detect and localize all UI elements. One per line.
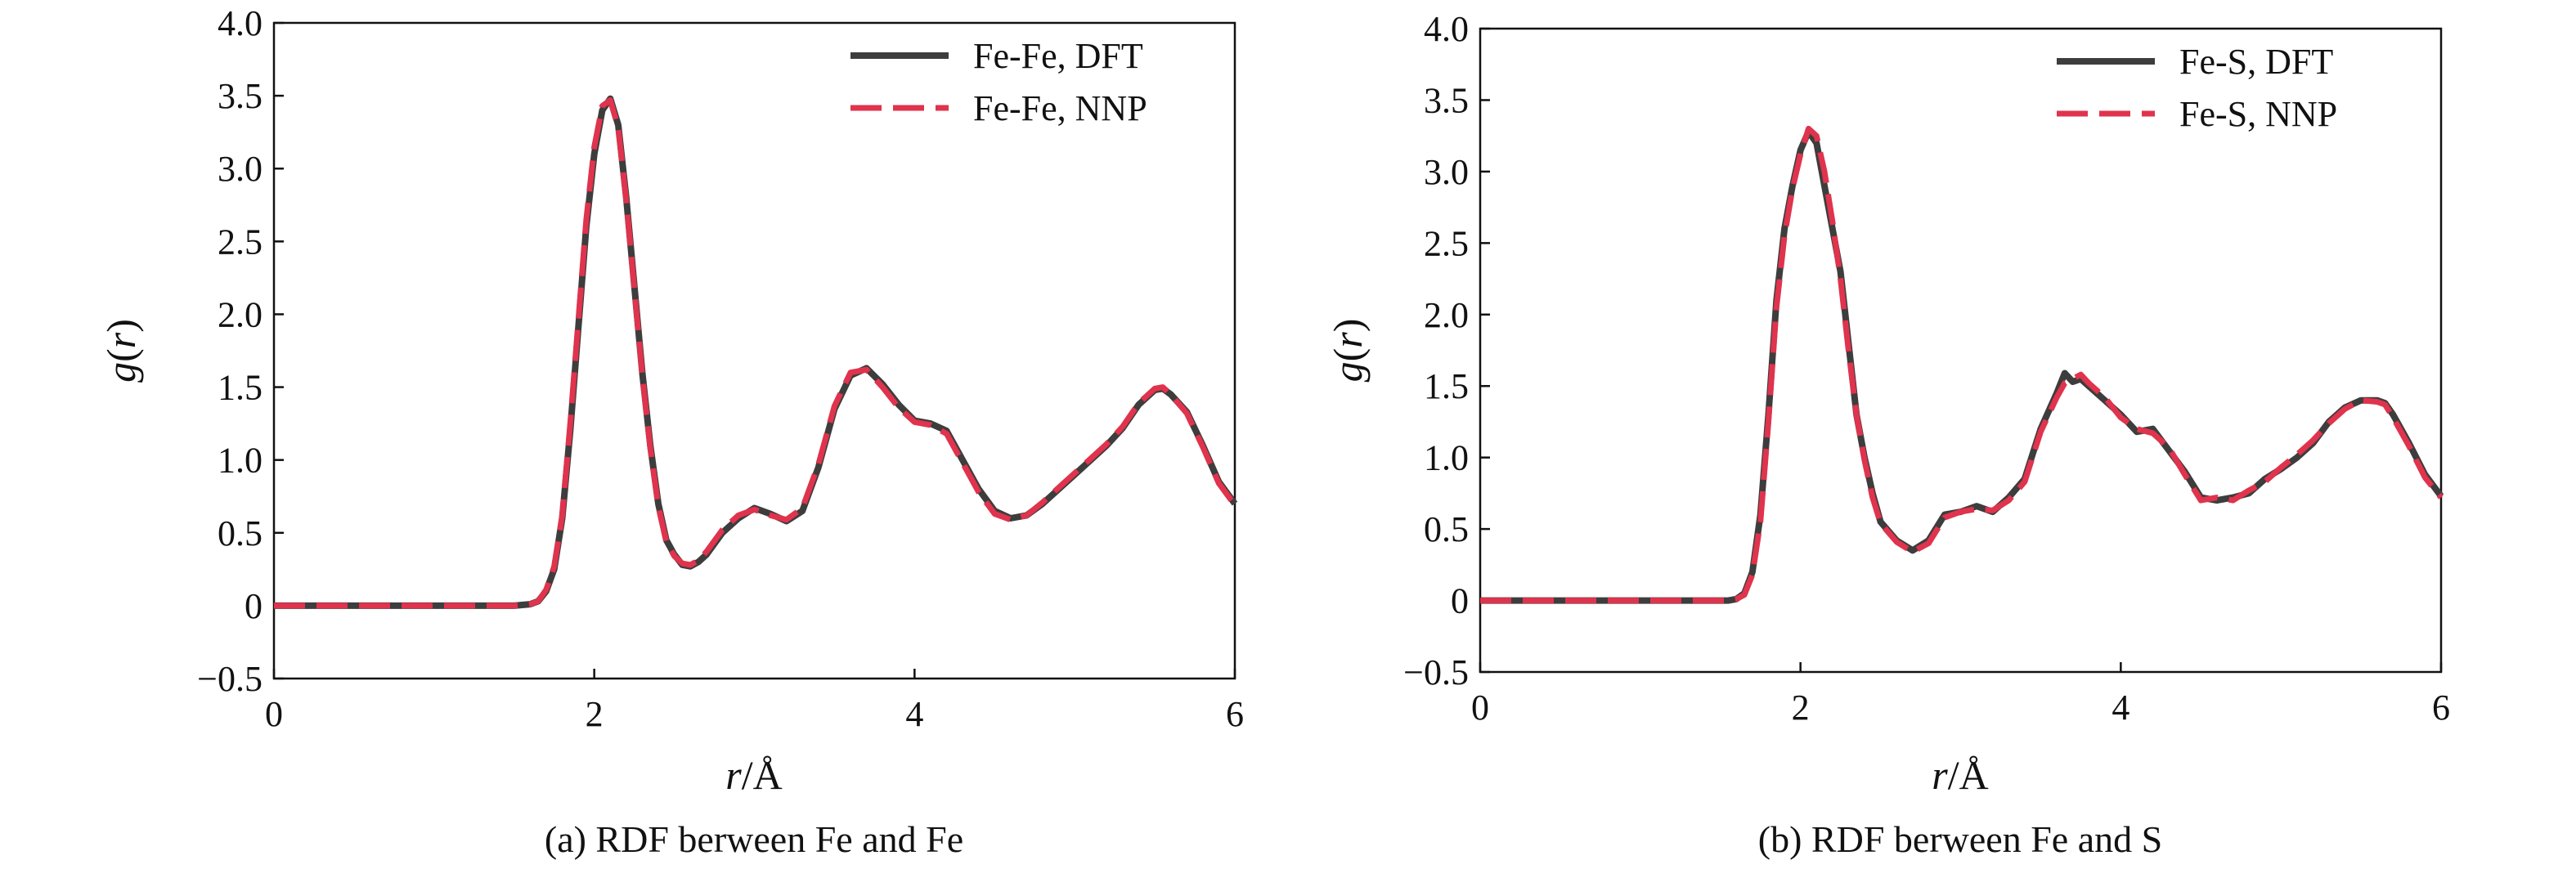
series-line-nnp (1480, 125, 2444, 604)
x-tick-label: 6 (1226, 694, 1244, 734)
y-tick-label: 2.0 (218, 294, 263, 334)
y-tick-label: 0.5 (218, 513, 263, 553)
plot-frame (1479, 27, 2443, 674)
series-line-dft (1480, 128, 2444, 604)
y-tick-label: 0 (245, 586, 263, 626)
x-axis-label: r/Å (1932, 752, 1988, 798)
x-tick-label: 6 (2432, 688, 2450, 728)
panel-caption: (a) RDF berween Fe and Fe (545, 818, 963, 860)
y-tick-label: 3.5 (1424, 80, 1469, 120)
y-tick-label: 4.0 (1424, 9, 1469, 49)
y-axis-label: g(r) (1325, 319, 1371, 383)
y-tick-label: 3.5 (218, 76, 263, 116)
y-tick-label: −0.5 (1403, 652, 1469, 692)
legend-label: Fe-Fe, DFT (973, 36, 1143, 76)
y-axis-label: g(r) (98, 319, 144, 383)
y-tick-label: 1.5 (218, 368, 263, 408)
x-tick-label: 0 (1471, 688, 1489, 728)
series-line-nnp (274, 97, 1237, 609)
legend-label: Fe-Fe, NNP (973, 88, 1147, 128)
x-axis-label: r/Å (725, 752, 782, 798)
y-tick-label: 1.5 (1424, 366, 1469, 406)
y-tick-label: 2.0 (1424, 295, 1469, 335)
y-tick-label: 4.0 (218, 3, 263, 43)
x-tick-label: 2 (586, 694, 604, 734)
legend-label: Fe-S, NNP (2179, 94, 2337, 134)
panel-caption: (b) RDF berween Fe and S (1758, 818, 2162, 860)
y-tick-label: −0.5 (197, 659, 263, 699)
y-tick-label: 0.5 (1424, 509, 1469, 549)
y-tick-label: 1.0 (218, 441, 263, 481)
y-tick-label: 2.5 (1424, 223, 1469, 263)
plot-frame (272, 21, 1236, 680)
x-tick-label: 4 (2112, 688, 2129, 728)
x-tick-label: 4 (905, 694, 923, 734)
y-tick-label: 0 (1451, 581, 1469, 621)
panel-b: −0.500.51.01.52.02.53.03.54.00 2 4 6Fe-S, D… (1325, 9, 2450, 860)
series-line-dft (274, 95, 1238, 609)
x-tick-label: 2 (1792, 688, 1810, 728)
y-tick-label: 3.0 (1424, 152, 1469, 192)
y-tick-label: 1.0 (1424, 438, 1469, 478)
x-tick-label: 0 (265, 694, 283, 734)
panel-a: −0.500.51.01.52.02.53.03.54.00 2 4 6Fe-Fe, … (98, 3, 1244, 860)
legend-label: Fe-S, DFT (2179, 42, 2333, 82)
y-tick-label: 3.0 (218, 149, 263, 189)
y-tick-label: 2.5 (218, 222, 263, 262)
